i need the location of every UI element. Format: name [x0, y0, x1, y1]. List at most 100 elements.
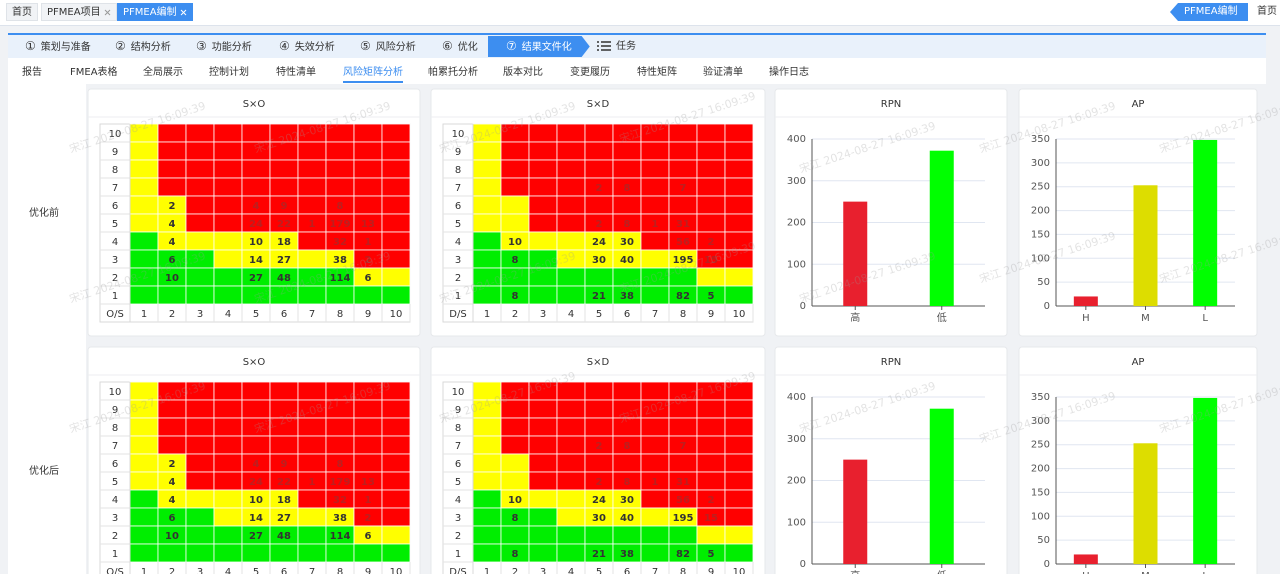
cell-value: 5: [708, 549, 715, 560]
matrix-cell: [297, 159, 327, 179]
matrix-cell: [612, 381, 642, 401]
matrix-cell: [500, 525, 530, 545]
col-label: 2: [169, 567, 175, 574]
step[interactable]: ⑥ 优化: [442, 36, 478, 57]
row-label: 5: [455, 477, 461, 488]
matrix-cell: [528, 399, 558, 419]
step[interactable]: ① 策划与准备: [25, 36, 91, 57]
y-tick-label: 0: [1044, 559, 1050, 570]
step[interactable]: ④ 失效分析: [279, 36, 335, 57]
row-label: 4: [455, 495, 461, 506]
col-label: 5: [596, 567, 602, 574]
y-tick-label: 50: [1037, 535, 1050, 546]
matrix-cell: [640, 525, 670, 545]
step[interactable]: ③ 功能分析: [196, 36, 252, 57]
row-label: 7: [112, 441, 118, 452]
cell-value: 27: [277, 513, 291, 524]
matrix-cell: [325, 417, 355, 437]
sub-tab[interactable]: 报告: [22, 67, 42, 78]
step-num: ①: [25, 39, 36, 53]
step[interactable]: ⑤ 风险分析: [360, 36, 416, 57]
col-label: 8: [337, 309, 343, 320]
sub-tab[interactable]: 变更履历: [570, 67, 610, 78]
y-tick-label: 400: [787, 392, 806, 403]
matrix-cell: [472, 507, 502, 527]
y-tick-label: 150: [1031, 487, 1050, 498]
row-label: 6: [455, 459, 461, 470]
matrix-cell: [500, 177, 530, 197]
cell-value: 7: [680, 441, 687, 452]
matrix-cell: [129, 141, 159, 161]
matrix-cell: [528, 177, 558, 197]
matrix-cell: [353, 285, 383, 305]
matrix-cell: [325, 177, 355, 197]
matrix-cell: [213, 399, 243, 419]
matrix-cell: [528, 285, 558, 305]
matrix-cell: [185, 399, 215, 419]
sub-tab[interactable]: 特性清单: [276, 67, 316, 78]
y-tick-label: 200: [1031, 206, 1050, 217]
matrix-cell: [500, 417, 530, 437]
matrix-cell: [668, 525, 698, 545]
row-label: 2: [112, 273, 118, 284]
tab[interactable]: PFMEA项目: [41, 3, 117, 21]
cell-value: 8: [624, 183, 631, 194]
matrix-cell: [157, 285, 187, 305]
step[interactable]: ② 结构分析: [115, 36, 171, 57]
sub-tab[interactable]: 版本对比: [503, 67, 543, 78]
sub-tab[interactable]: 风险矩阵分析: [343, 63, 403, 83]
col-label: 1: [141, 567, 147, 574]
matrix-cell: [297, 435, 327, 455]
cell-value: 48: [277, 273, 291, 284]
matrix-cell: [353, 435, 383, 455]
col-label: 1: [141, 309, 147, 320]
y-tick-label: 0: [800, 301, 806, 312]
close-icon[interactable]: [104, 9, 111, 16]
sub-tab[interactable]: FMEA表格: [70, 67, 118, 78]
panel-title: AP: [1132, 357, 1145, 368]
close-icon[interactable]: [180, 9, 187, 16]
matrix-cell: [696, 525, 726, 545]
sub-tab[interactable]: 帕累托分析: [428, 67, 478, 78]
cell-value: 179: [330, 219, 351, 230]
matrix-cell: [528, 195, 558, 215]
tab[interactable]: 首页: [6, 3, 38, 21]
matrix-cell: [584, 453, 614, 473]
col-label: 8: [680, 309, 686, 320]
y-tick-label: 100: [787, 259, 806, 270]
matrix-cell: [185, 543, 215, 563]
matrix-cell: [500, 159, 530, 179]
matrix-cell: [640, 417, 670, 437]
cell-value: 40: [620, 513, 634, 524]
col-label: 10: [390, 567, 403, 574]
matrix-cell: [556, 435, 586, 455]
step[interactable]: ⑦ 结果文件化: [488, 36, 590, 57]
matrix-cell: [241, 381, 271, 401]
matrix-cell: [381, 267, 411, 287]
row-label: 4: [112, 495, 118, 506]
matrix-cell: [213, 543, 243, 563]
sub-tab[interactable]: 控制计划: [209, 67, 249, 78]
tab[interactable]: PFMEA编制: [117, 3, 193, 21]
matrix-cell: [724, 159, 754, 179]
matrix-cell: [381, 507, 411, 527]
step[interactable]: 任务: [597, 36, 636, 57]
sub-tab[interactable]: 全局展示: [143, 67, 183, 78]
matrix-cell: [185, 195, 215, 215]
cell-value: 4: [169, 219, 176, 230]
sub-tab[interactable]: 操作日志: [769, 67, 809, 78]
right-tab[interactable]: PFMEA编制: [1170, 3, 1248, 21]
sub-tab[interactable]: 验证清单: [703, 67, 743, 78]
cell-value: 27: [277, 255, 291, 266]
matrix-cell: [381, 471, 411, 491]
matrix-cell: [528, 417, 558, 437]
matrix-cell: [297, 453, 327, 473]
row-label: 3: [112, 255, 118, 266]
matrix-cell: [353, 177, 383, 197]
cell-value: 10: [249, 237, 263, 248]
sub-tab[interactable]: 特性矩阵: [637, 67, 677, 78]
cell-value: 1: [652, 219, 659, 230]
right-tab[interactable]: 首页: [1252, 3, 1280, 21]
cell-value: 8: [512, 291, 519, 302]
cell-value: 56: [676, 495, 690, 506]
